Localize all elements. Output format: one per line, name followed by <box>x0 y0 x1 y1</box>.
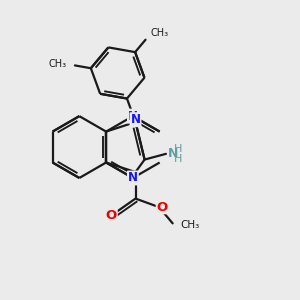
Text: H: H <box>174 154 182 164</box>
Text: O: O <box>106 209 117 222</box>
Text: N: N <box>128 172 138 184</box>
Text: N: N <box>128 110 138 123</box>
Text: CH₃: CH₃ <box>151 28 169 38</box>
Text: CH₃: CH₃ <box>181 220 200 230</box>
Text: O: O <box>156 201 168 214</box>
Text: CH₃: CH₃ <box>49 59 67 69</box>
Text: H: H <box>174 143 182 154</box>
Text: N: N <box>168 147 179 160</box>
Text: N: N <box>130 113 140 126</box>
